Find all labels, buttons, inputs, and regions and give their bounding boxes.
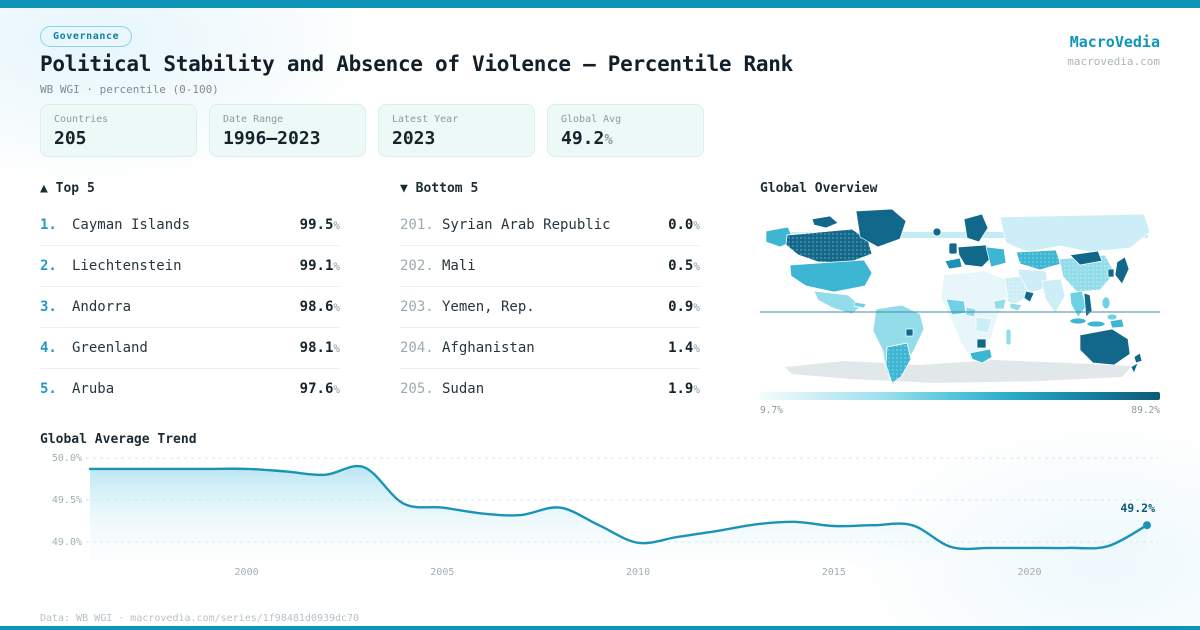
top5-header: ▲ Top 5 <box>40 181 95 196</box>
percent-sign: % <box>333 300 340 314</box>
global-overview-panel: Global Overview <box>760 181 1160 416</box>
rank: 3. <box>40 299 57 315</box>
stat-value: 1996—2023 <box>223 128 321 149</box>
stat-label: Date Range <box>223 114 284 125</box>
value: 99.1 <box>299 258 334 274</box>
page-title: Political Stability and Absence of Viole… <box>40 52 793 76</box>
value: 0.9 <box>668 299 694 315</box>
list-item: 5. Aruba 97.6% <box>40 369 340 409</box>
list-item: 203. Yemen, Rep. 0.9% <box>400 287 700 328</box>
rank: 4. <box>40 340 57 356</box>
brand-block: MacroVedia macrovedia.com <box>1067 33 1160 68</box>
rank: 204. <box>400 340 434 356</box>
stat-label: Global Avg <box>561 114 622 125</box>
percent-sign: % <box>693 300 700 314</box>
rank: 202. <box>400 258 434 274</box>
country-name: Greenland <box>72 340 148 356</box>
list-item: 2. Liechtenstein 99.1% <box>40 246 340 287</box>
svg-text:2010: 2010 <box>626 567 650 578</box>
percent-sign: % <box>333 259 340 273</box>
rank: 1. <box>40 217 57 233</box>
category-badge: Governance <box>40 26 133 47</box>
value: 98.6 <box>299 299 334 315</box>
brand-name: MacroVedia <box>1069 33 1160 51</box>
stat-label: Countries <box>54 114 109 125</box>
bottom5-list: ▼ Bottom 5 201. Syrian Arab Republic 0.0… <box>400 181 700 409</box>
list-item: 205. Sudan 1.9% <box>400 369 700 409</box>
stat-card-global-avg: Global Avg 49.2% <box>547 104 704 157</box>
country-name: Yemen, Rep. <box>442 299 535 315</box>
stat-value: 205 <box>54 128 87 149</box>
stat-cards: Countries 205 Date Range 1996—2023 Lates… <box>40 104 704 157</box>
triangle-up-icon: ▲ <box>40 181 56 196</box>
percent-sign: % <box>333 382 340 396</box>
world-choropleth-map <box>760 208 1160 386</box>
value: 99.5 <box>299 217 334 233</box>
country-name: Liechtenstein <box>72 258 182 274</box>
value: 0.0 <box>668 217 694 233</box>
rank: 2. <box>40 258 57 274</box>
list-item: 204. Afghanistan 1.4% <box>400 328 700 369</box>
value: 0.5 <box>668 258 694 274</box>
svg-text:50.0%: 50.0% <box>52 453 82 464</box>
percent-sign: % <box>333 218 340 232</box>
choropleth-color-scale <box>760 392 1160 400</box>
country-name: Mali <box>442 258 476 274</box>
value: 1.9 <box>668 381 694 397</box>
svg-text:2005: 2005 <box>430 567 454 578</box>
svg-text:49.5%: 49.5% <box>52 495 82 506</box>
percent-sign: % <box>693 218 700 232</box>
bottom5-header: ▼ Bottom 5 <box>400 181 479 196</box>
list-item: 4. Greenland 98.1% <box>40 328 340 369</box>
svg-text:2020: 2020 <box>1018 567 1042 578</box>
bottom-accent-bar <box>0 626 1200 630</box>
value: 97.6 <box>299 381 334 397</box>
stat-value: 49.2% <box>561 128 613 149</box>
scale-max-label: 89.2% <box>1131 405 1160 416</box>
country-name: Afghanistan <box>442 340 535 356</box>
rank: 201. <box>400 217 434 233</box>
brand-domain: macrovedia.com <box>1067 55 1160 68</box>
svg-text:49.2%: 49.2% <box>1120 501 1155 515</box>
svg-text:2015: 2015 <box>822 567 846 578</box>
trend-line-chart: 50.0% 49.5% 49.0% 2000 2005 2010 2015 2020 49.2% <box>52 453 1158 578</box>
trend-chart-title: Global Average Trend <box>40 432 197 447</box>
map-title: Global Overview <box>760 181 878 196</box>
rank: 5. <box>40 381 57 397</box>
svg-text:49.0%: 49.0% <box>52 537 82 548</box>
percent-sign: % <box>333 341 340 355</box>
page-subtitle: WB WGI · percentile (0-100) <box>40 83 219 96</box>
stat-value: 2023 <box>392 128 436 149</box>
country-name: Cayman Islands <box>72 217 191 233</box>
value: 1.4 <box>668 340 694 356</box>
value: 98.1 <box>299 340 334 356</box>
country-name: Sudan <box>442 381 485 397</box>
data-source-footer: Data: WB WGI · macrovedia.com/series/1f9… <box>40 613 360 624</box>
top-accent-bar <box>0 0 1200 8</box>
stat-card-countries: Countries 205 <box>40 104 197 157</box>
triangle-down-icon: ▼ <box>400 181 416 196</box>
percent-sign: % <box>693 382 700 396</box>
percent-sign: % <box>693 259 700 273</box>
country-name: Syrian Arab Republic <box>442 217 611 233</box>
list-item: 1. Cayman Islands 99.5% <box>40 205 340 246</box>
scale-min-label: 9.7% <box>760 405 783 416</box>
country-name: Aruba <box>72 381 115 397</box>
top5-list: ▲ Top 5 1. Cayman Islands 99.5% 2. Liech… <box>40 181 340 409</box>
svg-text:2000: 2000 <box>235 567 259 578</box>
country-name: Andorra <box>72 299 132 315</box>
rank: 205. <box>400 381 434 397</box>
list-item: 202. Mali 0.5% <box>400 246 700 287</box>
stat-card-latest-year: Latest Year 2023 <box>378 104 535 157</box>
list-item: 201. Syrian Arab Republic 0.0% <box>400 205 700 246</box>
list-item: 3. Andorra 98.6% <box>40 287 340 328</box>
percent-sign: % <box>693 341 700 355</box>
rank: 203. <box>400 299 434 315</box>
stat-label: Latest Year <box>392 114 459 125</box>
stat-card-date-range: Date Range 1996—2023 <box>209 104 366 157</box>
